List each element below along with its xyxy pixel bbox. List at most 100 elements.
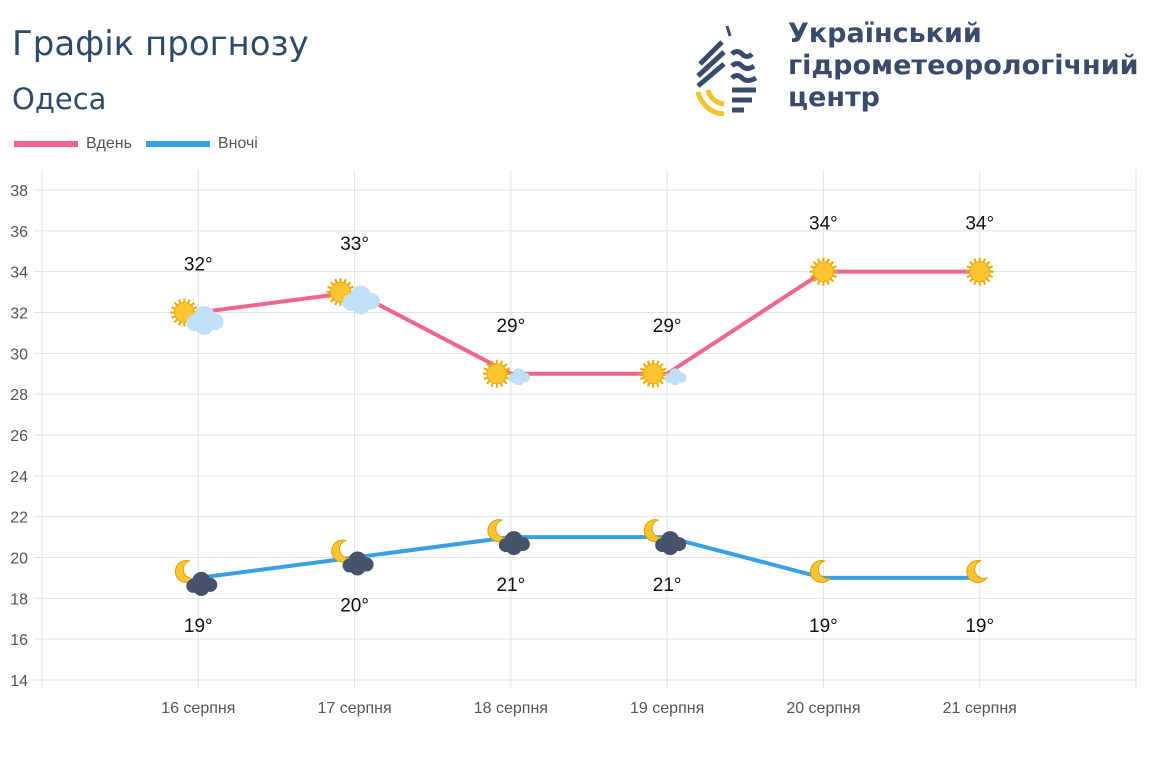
y-tick-label: 18 bbox=[10, 591, 28, 608]
sun-ray bbox=[334, 278, 338, 284]
page-title: Графік прогнозу bbox=[12, 24, 309, 64]
sun-ray bbox=[499, 360, 504, 365]
moon-shape bbox=[966, 560, 989, 584]
sun-ray bbox=[966, 265, 971, 269]
sun-ray bbox=[812, 278, 818, 283]
sun-ray bbox=[966, 274, 971, 278]
sun-ray bbox=[486, 363, 491, 368]
sun-small-cloud-icon bbox=[482, 359, 531, 388]
sun-icon bbox=[965, 257, 994, 286]
night-temp-label: 20° bbox=[340, 596, 369, 617]
sun-ray bbox=[499, 382, 504, 388]
sun-ray bbox=[483, 367, 489, 371]
org-line-3: центр bbox=[788, 82, 880, 113]
sun-ray bbox=[334, 300, 338, 306]
night-temp-label: 19° bbox=[184, 616, 213, 637]
y-tick-label: 38 bbox=[10, 183, 28, 200]
sun-ray bbox=[661, 367, 667, 371]
cloud-puff bbox=[662, 539, 679, 556]
night-temp-label: 19° bbox=[809, 616, 838, 637]
sun-ray bbox=[986, 261, 991, 266]
sun-ray bbox=[969, 261, 974, 266]
sun-ray bbox=[170, 315, 176, 319]
sun-ray bbox=[642, 380, 647, 385]
day-temp-label: 34° bbox=[809, 214, 838, 235]
night-series-line bbox=[198, 535, 980, 580]
sun-ray bbox=[329, 298, 335, 303]
sun-disc bbox=[486, 363, 508, 385]
day-temp-label: 32° bbox=[184, 255, 213, 276]
y-tick-label: 34 bbox=[10, 265, 28, 282]
cloud-puff bbox=[194, 315, 214, 335]
x-tick-label: 16 серпня bbox=[161, 700, 235, 717]
legend-swatch-night bbox=[145, 141, 210, 147]
sun-ray bbox=[173, 318, 178, 324]
y-tick-label: 20 bbox=[10, 551, 28, 568]
sun-small-cloud-icon bbox=[639, 359, 687, 388]
cloud-puff bbox=[513, 373, 525, 386]
day-temp-label: 29° bbox=[653, 316, 682, 337]
sun-ray bbox=[817, 258, 821, 263]
y-tick-label: 26 bbox=[10, 428, 28, 445]
moon-dark-cloud-icon bbox=[643, 519, 687, 556]
sun-ray bbox=[817, 280, 821, 285]
sun-ray bbox=[982, 258, 986, 263]
moon-dark-cloud-icon bbox=[174, 560, 218, 596]
sun-disc bbox=[969, 261, 991, 283]
day-temp-label: 34° bbox=[965, 214, 994, 235]
legend-swatch-day bbox=[14, 141, 78, 147]
sun-ray bbox=[173, 301, 178, 307]
sun-disc bbox=[812, 261, 834, 283]
sun-icon bbox=[809, 257, 838, 286]
sun-ray bbox=[826, 280, 830, 285]
org-line-2: гідрометеорологічний bbox=[788, 50, 1139, 81]
sun-ray bbox=[982, 280, 986, 285]
legend-item-night[interactable]: Вночі bbox=[145, 135, 258, 153]
legend-item-day[interactable]: Вдень bbox=[14, 135, 132, 153]
sun-ray bbox=[656, 360, 660, 365]
sun-ray bbox=[973, 280, 977, 285]
sun-ray bbox=[656, 382, 660, 388]
day-temp-label: 33° bbox=[340, 234, 369, 255]
y-tick-label: 30 bbox=[10, 346, 28, 363]
y-tick-label: 24 bbox=[10, 469, 28, 486]
sun-ray bbox=[490, 360, 494, 365]
y-tick-label: 36 bbox=[10, 224, 28, 241]
y-tick-label: 14 bbox=[10, 673, 28, 690]
sun-ray bbox=[505, 367, 511, 371]
cloud-puff bbox=[669, 373, 681, 386]
sun-ray bbox=[832, 265, 837, 269]
x-tick-label: 20 серпня bbox=[786, 700, 860, 717]
sun-ray bbox=[193, 306, 198, 310]
y-tick-label: 28 bbox=[10, 387, 28, 404]
cloud-puff bbox=[193, 579, 210, 596]
org-name: Український гідрометеорологічний центр bbox=[788, 18, 1139, 114]
sun-ray bbox=[986, 278, 991, 283]
y-tick-label: 32 bbox=[10, 306, 28, 323]
city-name: Одеса bbox=[12, 82, 107, 116]
sun-ray bbox=[346, 281, 352, 286]
sun-ray bbox=[832, 274, 837, 278]
sun-ray bbox=[503, 363, 508, 368]
night-temp-label: 21° bbox=[653, 575, 682, 596]
sun-ray bbox=[646, 360, 651, 365]
sun-ray bbox=[639, 376, 645, 381]
sun-cloud-icon bbox=[170, 298, 224, 335]
cloud-puff bbox=[349, 559, 366, 576]
moon-dark-cloud-icon bbox=[331, 539, 374, 576]
org-line-1: Український bbox=[788, 18, 982, 49]
sun-ray bbox=[829, 261, 835, 266]
sun-ray bbox=[642, 363, 647, 368]
sun-ray bbox=[810, 274, 815, 278]
sun-ray bbox=[486, 380, 491, 385]
day-temp-label: 29° bbox=[496, 316, 525, 337]
x-tick-label: 19 серпня bbox=[630, 700, 704, 717]
sun-ray bbox=[659, 363, 664, 368]
sun-ray bbox=[483, 376, 489, 381]
sun-ray bbox=[178, 299, 182, 304]
sun-ray bbox=[973, 258, 977, 263]
moon-shape bbox=[810, 560, 832, 584]
sun-disc bbox=[642, 363, 664, 385]
sun-ray bbox=[810, 265, 815, 269]
x-tick-label: 18 серпня bbox=[474, 700, 548, 717]
